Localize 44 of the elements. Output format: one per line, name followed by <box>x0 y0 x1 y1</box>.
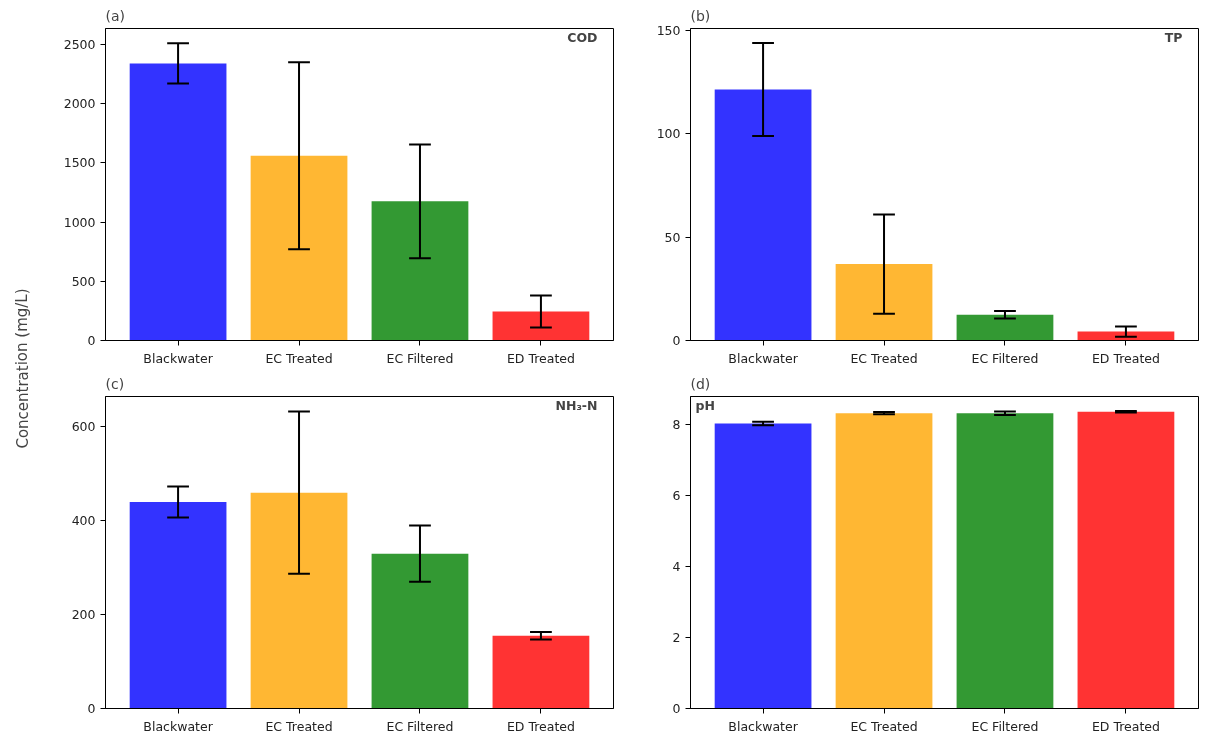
y-tick-label: 2500 <box>63 36 96 52</box>
y-tick-label: 6 <box>672 488 681 504</box>
y-tick-label: 0 <box>672 701 681 716</box>
x-tick-label: ED Treated <box>506 718 575 734</box>
annotation: COD <box>567 29 598 45</box>
y-tick-label: 400 <box>71 513 96 529</box>
y-tick-label: 150 <box>656 23 681 39</box>
y-tick-label: 8 <box>672 417 681 433</box>
y-tick-label: 2000 <box>63 96 96 112</box>
y-tick-label: 0 <box>87 333 96 348</box>
x-tick-label: EC Filtered <box>971 718 1039 734</box>
x-tick-label: EC Filtered <box>971 350 1039 366</box>
x-tick-label: EC Treated <box>265 350 333 366</box>
y-tick-label: 0 <box>87 701 96 716</box>
x-tick-label: EC Filtered <box>386 718 454 734</box>
chart-title: (c) <box>105 375 125 392</box>
y-tick-label: 0 <box>672 333 681 348</box>
x-tick-label: EC Filtered <box>386 350 454 366</box>
annotation: NH₃-N <box>555 397 598 413</box>
y-tick-label: 1000 <box>63 214 96 230</box>
x-tick-label: ED Treated <box>506 350 575 366</box>
x-tick-label: Blackwater <box>728 350 799 366</box>
chart-title: (d) <box>690 375 711 392</box>
x-tick-label: Blackwater <box>143 350 214 366</box>
x-tick-label: EC Treated <box>850 350 918 366</box>
y-tick-label: 100 <box>656 126 681 142</box>
y-axis-title: Concentration (mg/L) <box>13 288 32 449</box>
y-tick-label: 600 <box>71 419 96 435</box>
x-tick-label: ED Treated <box>1091 350 1160 366</box>
y-tick-label: 200 <box>71 607 96 623</box>
y-tick-label: 4 <box>672 559 681 575</box>
y-tick-label: 1500 <box>63 155 96 171</box>
annotation: pH <box>695 397 715 413</box>
x-tick-label: EC Treated <box>265 718 333 734</box>
x-tick-label: EC Treated <box>850 718 918 734</box>
annotation: TP <box>1164 29 1183 45</box>
chart-title: (a) <box>105 7 126 24</box>
chart-title: (b) <box>690 7 711 24</box>
y-tick-label: 50 <box>664 229 681 245</box>
y-tick-label: 500 <box>71 273 96 289</box>
x-tick-label: Blackwater <box>728 718 799 734</box>
y-tick-label: 2 <box>672 630 681 646</box>
x-tick-label: ED Treated <box>1091 718 1160 734</box>
x-tick-label: Blackwater <box>143 718 214 734</box>
